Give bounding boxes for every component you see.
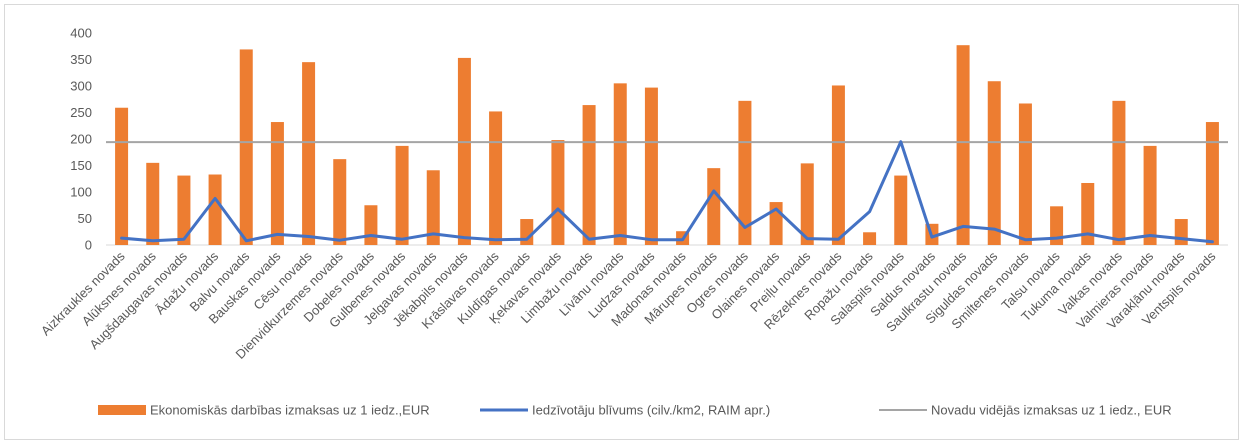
bar (644, 87, 658, 245)
legend-label: Iedzīvotāju blīvums (cilv./km2, RAIM apr… (532, 403, 770, 418)
series-line (120, 140, 1214, 244)
y-tick-label: 100 (70, 185, 92, 200)
legend-item: Ekonomiskās darbības izmaksas uz 1 iedz.… (98, 403, 430, 418)
legend-label: Novadu vidējās izmaksas uz 1 iedz., EUR (931, 403, 1172, 418)
bar (613, 83, 627, 245)
legend: Ekonomiskās darbības izmaksas uz 1 iedz.… (98, 403, 1172, 418)
bar (426, 170, 440, 245)
bar (302, 62, 316, 246)
y-axis-ticks: 0 50 100 150 200 250 300 350 400 (70, 26, 92, 253)
bar (582, 105, 596, 245)
bar (1050, 206, 1064, 245)
bar (1205, 122, 1219, 245)
bar (863, 232, 877, 245)
bar (489, 111, 503, 245)
bar (551, 140, 565, 245)
bar (1018, 103, 1032, 246)
bar (146, 162, 160, 245)
bar (364, 205, 378, 245)
bar (707, 168, 721, 245)
y-tick-label: 150 (70, 158, 92, 173)
bar (800, 163, 814, 245)
bar (177, 175, 191, 245)
legend-swatch (98, 405, 146, 415)
y-tick-label: 350 (70, 52, 92, 67)
bar (1174, 219, 1188, 245)
y-tick-label: 300 (70, 79, 92, 94)
bar (1112, 100, 1126, 245)
chart-frame (4, 4, 1239, 440)
bar (333, 159, 347, 245)
bar-series (115, 45, 1219, 246)
bar (1143, 145, 1157, 245)
density-line-series (120, 140, 1214, 244)
bar (738, 100, 752, 245)
bar (115, 107, 129, 245)
bar (894, 175, 908, 245)
legend-item: Iedzīvotāju blīvums (cilv./km2, RAIM apr… (480, 403, 770, 418)
y-tick-label: 400 (70, 26, 92, 41)
bar (987, 81, 1001, 245)
y-tick-label: 50 (78, 211, 92, 226)
y-tick-label: 0 (85, 238, 92, 253)
bar (520, 219, 534, 245)
legend-label: Ekonomiskās darbības izmaksas uz 1 iedz.… (150, 403, 430, 418)
bar (956, 45, 970, 245)
bar (208, 174, 222, 245)
bar (1081, 182, 1095, 245)
legend-item: Novadu vidējās izmaksas uz 1 iedz., EUR (879, 403, 1172, 418)
bar (457, 57, 471, 245)
bar (239, 49, 253, 246)
y-tick-label: 200 (70, 132, 92, 147)
bar (395, 145, 409, 245)
bar (831, 85, 845, 245)
y-tick-label: 250 (70, 105, 92, 120)
bar (270, 122, 284, 245)
